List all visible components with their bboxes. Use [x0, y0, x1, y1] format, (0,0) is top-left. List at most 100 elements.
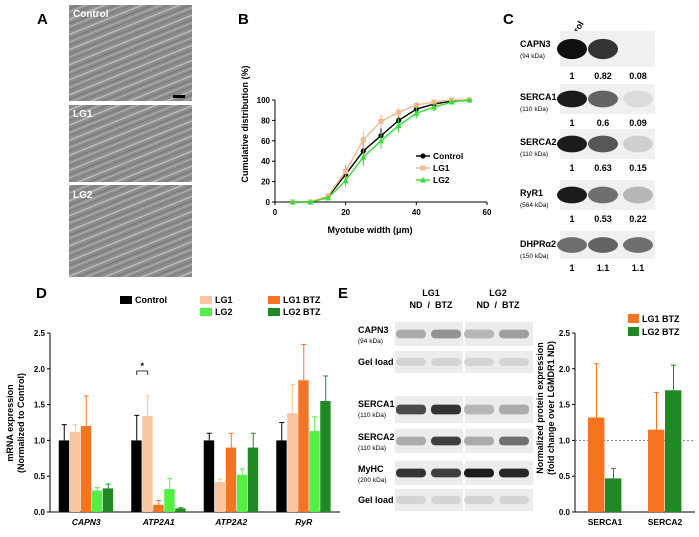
e-blot-kda: (94 kDa)	[358, 338, 383, 345]
d-legend-label: LG1 BTZ	[283, 295, 321, 305]
micrograph-control: Control	[69, 5, 192, 101]
d-y-tick-label: 1.5	[34, 401, 46, 410]
e-blot-kda: (110 kDa)	[358, 412, 386, 419]
e-band	[396, 496, 426, 504]
e-band	[464, 496, 494, 504]
b-point	[413, 110, 420, 116]
e-ylabel-2: (fold change over LGMDR1 ND)	[546, 341, 556, 475]
e-blot-name: Gel load	[358, 357, 394, 367]
e-band	[499, 329, 529, 339]
c-blot-value: 0.15	[629, 163, 647, 173]
c-blot-value: 1	[569, 118, 574, 128]
e-band	[396, 404, 426, 415]
d-bar	[91, 490, 103, 512]
c-blot-value: 1	[569, 263, 574, 273]
c-band	[557, 38, 587, 60]
b-y-tick-label: 0	[266, 198, 271, 207]
c-band	[557, 186, 587, 204]
c-blot-value: 0.08	[629, 71, 647, 81]
panel-a: A Control LG1 LG2	[37, 5, 192, 277]
d-bar	[80, 426, 92, 512]
b-point	[360, 137, 366, 143]
e-category-label: SERCA2	[648, 517, 683, 527]
d-bar	[142, 416, 153, 512]
d-legend-swatch	[200, 296, 212, 304]
d-bar	[309, 431, 320, 512]
b-point	[342, 177, 349, 184]
c-blot-value: 0.6	[597, 118, 610, 128]
d-bar	[236, 474, 248, 512]
panel-e-chart: Normalized protein expression (fold chan…	[535, 314, 695, 527]
e-y-tick-label: 2.5	[559, 329, 571, 338]
e-band	[396, 358, 426, 366]
scale-bar	[173, 95, 185, 98]
d-legend-label: Control	[135, 295, 167, 305]
e-band	[396, 436, 426, 446]
e-band	[464, 329, 494, 339]
b-y-tick-label: 60	[261, 137, 270, 146]
d-bar	[102, 488, 114, 512]
e-group-sub-lg1: ND / BTZ	[410, 300, 453, 310]
d-category-label: ATP2A2	[214, 517, 247, 527]
d-bar	[225, 447, 237, 512]
e-band	[499, 404, 529, 415]
e-band	[499, 358, 529, 366]
e-bar	[605, 478, 622, 512]
micrograph-lg2: LG2	[69, 185, 192, 277]
d-bar	[247, 447, 259, 512]
e-group-sub-lg2: ND / BTZ	[477, 300, 520, 310]
e-legend-label: LG1 BTZ	[642, 314, 680, 324]
e-band	[396, 468, 426, 478]
c-band	[623, 135, 653, 153]
e-band	[499, 496, 529, 504]
e-band	[431, 436, 461, 446]
d-legend-swatch	[268, 308, 280, 316]
e-blot-name: SERCA2	[358, 432, 395, 442]
d-category-label: CAPN3	[72, 517, 101, 527]
b-y-tick-label: 100	[257, 96, 271, 105]
c-blot-kda: (564 kDa)	[520, 202, 549, 209]
micrograph-lg1: LG1	[69, 105, 192, 182]
c-blot-kda: (150 kDa)	[520, 253, 549, 260]
b-y-tick-label: 20	[261, 178, 270, 187]
e-legend-label: LG2 BTZ	[642, 327, 680, 337]
c-blot-value: 0.53	[594, 214, 612, 224]
d-bar	[153, 504, 164, 512]
e-y-tick-label: 1.0	[559, 436, 571, 445]
c-band	[557, 90, 587, 108]
c-band	[623, 237, 653, 253]
b-point	[289, 199, 296, 205]
panel-letter-d: D	[36, 285, 47, 302]
b-point	[360, 154, 367, 160]
e-band	[431, 358, 461, 366]
d-ylabel: mRNA expression	[5, 384, 15, 461]
c-blot-kda: (94 kDa)	[520, 53, 545, 60]
e-y-tick-label: 2.0	[559, 365, 571, 374]
c-blot-value: 0.22	[629, 214, 647, 224]
d-bar	[320, 401, 331, 512]
e-band	[431, 496, 461, 504]
c-blot-value: 1.1	[597, 263, 610, 273]
b-point	[325, 194, 331, 201]
b-point	[395, 122, 402, 128]
b-x-tick-label: 20	[341, 208, 350, 217]
d-category-label: ATP2A1	[142, 517, 175, 527]
d-y-tick-label: 2.0	[34, 365, 46, 374]
b-y-tick-label: 80	[261, 116, 270, 125]
micrograph-label: LG1	[73, 109, 93, 120]
b-point	[431, 104, 437, 110]
e-band	[431, 468, 461, 478]
c-band	[623, 90, 653, 108]
c-blot-kda: (110 kDa)	[520, 151, 548, 158]
e-legend-swatch	[628, 327, 639, 336]
panel-letter-b: B	[238, 11, 249, 28]
b-x-tick-label: 0	[273, 208, 278, 217]
c-blot-value: 0.63	[594, 163, 612, 173]
c-blot-kda: (110 kDa)	[520, 106, 548, 113]
panel-b: B Cumulative distribution (%) Myotube wi…	[238, 11, 492, 235]
e-blot-background	[395, 351, 463, 373]
c-blot-value: 1	[569, 214, 574, 224]
e-band	[431, 404, 461, 415]
d-y-tick-label: 0.0	[34, 508, 46, 517]
